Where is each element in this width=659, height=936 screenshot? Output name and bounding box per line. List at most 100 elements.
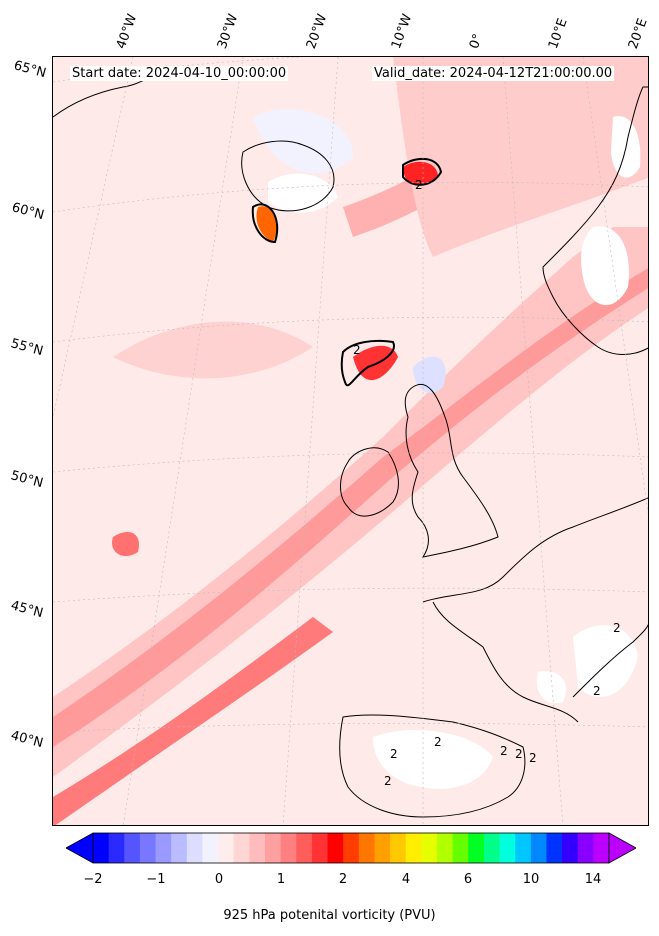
lat-label-40n: 40°N xyxy=(9,728,45,752)
contour-label: 2 xyxy=(529,751,537,765)
pv-patch-atlantic xyxy=(113,321,313,379)
lon-label-20e: 20°E xyxy=(625,16,651,51)
colorbar-cell xyxy=(577,833,594,863)
colorbar-max-arrow xyxy=(608,832,636,864)
colorbar-cell xyxy=(249,833,266,863)
colorbar-cell xyxy=(343,833,360,863)
contour-label: 2 xyxy=(515,747,523,761)
pv-area-norway-sea xyxy=(393,57,648,257)
colorbar-cell xyxy=(374,833,391,863)
colorbar-cell xyxy=(358,833,375,863)
contour-label: 2 xyxy=(415,178,423,192)
colorbar-cell xyxy=(468,833,485,863)
pv-max-rockall xyxy=(353,345,398,381)
pv-max-iceland xyxy=(256,206,278,242)
graticule xyxy=(53,57,648,825)
contour-label: 2 xyxy=(390,747,398,761)
colorbar-outline xyxy=(92,832,610,864)
colorbar-tick: 1 xyxy=(276,872,286,887)
lat-label-55n: 55°N xyxy=(9,336,45,360)
colorbar-cell xyxy=(108,833,125,863)
terrain-mask-alps xyxy=(573,625,638,697)
colorbar-cell xyxy=(421,833,438,863)
pv-max-atlantic xyxy=(112,532,139,557)
valid-date-label: Valid_date: 2024-04-12T21:00:00.00 xyxy=(372,66,615,81)
lon-label-10e: 10°E xyxy=(545,16,571,51)
colorbar-tick: 10 xyxy=(522,872,540,887)
coastline-great-britain xyxy=(404,384,499,558)
colorbar-cell xyxy=(562,833,579,863)
colorbar-label: 925 hPa potenital vorticity (PVU) xyxy=(223,908,436,923)
colorbar-cell xyxy=(280,833,297,863)
lat-label-65n: 65°N xyxy=(12,58,48,82)
pv-max-norway-sea xyxy=(403,161,438,186)
coastline-italy xyxy=(572,624,648,698)
colorbar-cell xyxy=(124,833,141,863)
coastline-iberia xyxy=(339,714,526,818)
colorbar-cell xyxy=(405,833,422,863)
colorbar-tick: −1 xyxy=(146,872,166,887)
colorbar-cells xyxy=(93,833,610,863)
contour-label: 2 xyxy=(613,621,621,635)
colorbar-tick: 2 xyxy=(338,872,348,887)
coastline-scandinavia xyxy=(542,86,648,355)
terrain-mask-norway xyxy=(581,226,629,306)
colorbar-cell xyxy=(483,833,501,863)
colorbar-cell xyxy=(186,833,203,863)
lon-label-0: 0° xyxy=(466,31,487,51)
colorbar-cell xyxy=(530,833,547,863)
pv2-contour-norway-sea xyxy=(402,157,443,186)
coastline-france xyxy=(432,601,579,723)
colorbar-cell xyxy=(593,833,610,863)
start-date-label: Start date: 2024-04-10_00:00:00 xyxy=(70,66,289,81)
colorbar-cell xyxy=(327,833,344,863)
colorbar-cell xyxy=(311,833,329,863)
contour-label: 2 xyxy=(434,735,442,749)
pv-band-core xyxy=(53,268,648,747)
colorbar-cell xyxy=(171,833,188,863)
colorbar-cell xyxy=(499,833,516,863)
pv-band-southwest xyxy=(53,617,333,825)
coastline-ireland xyxy=(340,447,399,517)
lon-label-30w: 30°W xyxy=(214,12,242,51)
colorbar-cell xyxy=(390,833,407,863)
contour-label: 2 xyxy=(500,744,508,758)
colorbar-cell xyxy=(515,833,532,863)
coastline-iceland xyxy=(241,140,335,212)
lat-label-45n: 45°N xyxy=(9,598,45,622)
lon-label-20w: 20°W xyxy=(303,12,331,51)
colorbar-tick: 0 xyxy=(214,872,224,887)
pv2-contour-iceland xyxy=(251,203,279,244)
map-panel: 2 2 2 2 2 2 2 2 2 2 xyxy=(52,56,649,826)
pv2-contour-rockall xyxy=(340,339,395,387)
lon-label-10w: 10°W xyxy=(388,12,416,51)
colorbar-cell xyxy=(202,833,219,863)
colorbar-tick: 14 xyxy=(584,872,602,887)
colorbar-cell xyxy=(93,833,110,863)
terrain-mask-iceland xyxy=(268,173,338,213)
terrain-mask-iberia xyxy=(373,729,493,789)
pv-field: 2 2 2 2 2 2 2 2 2 2 xyxy=(53,57,648,825)
colorbar-tick: −2 xyxy=(83,872,103,887)
pv-negative-patch-iceland xyxy=(253,109,353,174)
colorbar-cell xyxy=(296,833,313,863)
colorbar-cell xyxy=(218,833,235,863)
colorbar-tick: 4 xyxy=(401,872,411,887)
terrain-mask-pyrenees xyxy=(537,671,567,704)
colorbar-cell xyxy=(437,833,454,863)
contour-label: 2 xyxy=(593,684,601,698)
lon-label-40w: 40°W xyxy=(113,12,141,51)
colorbar-cell xyxy=(546,833,563,863)
coastline-europe-north xyxy=(422,497,648,603)
colorbar-cell xyxy=(139,833,157,863)
colorbar-cell xyxy=(233,833,250,863)
colorbar xyxy=(66,832,636,864)
contour-label: 2 xyxy=(353,343,361,357)
contour-label: 2 xyxy=(384,774,392,788)
colorbar-cell xyxy=(155,833,172,863)
colorbar-min-arrow xyxy=(66,832,94,864)
colorbar-cell xyxy=(452,833,469,863)
lat-label-50n: 50°N xyxy=(9,468,45,492)
colorbar-cell xyxy=(265,833,282,863)
colorbar-tick: 6 xyxy=(463,872,473,887)
